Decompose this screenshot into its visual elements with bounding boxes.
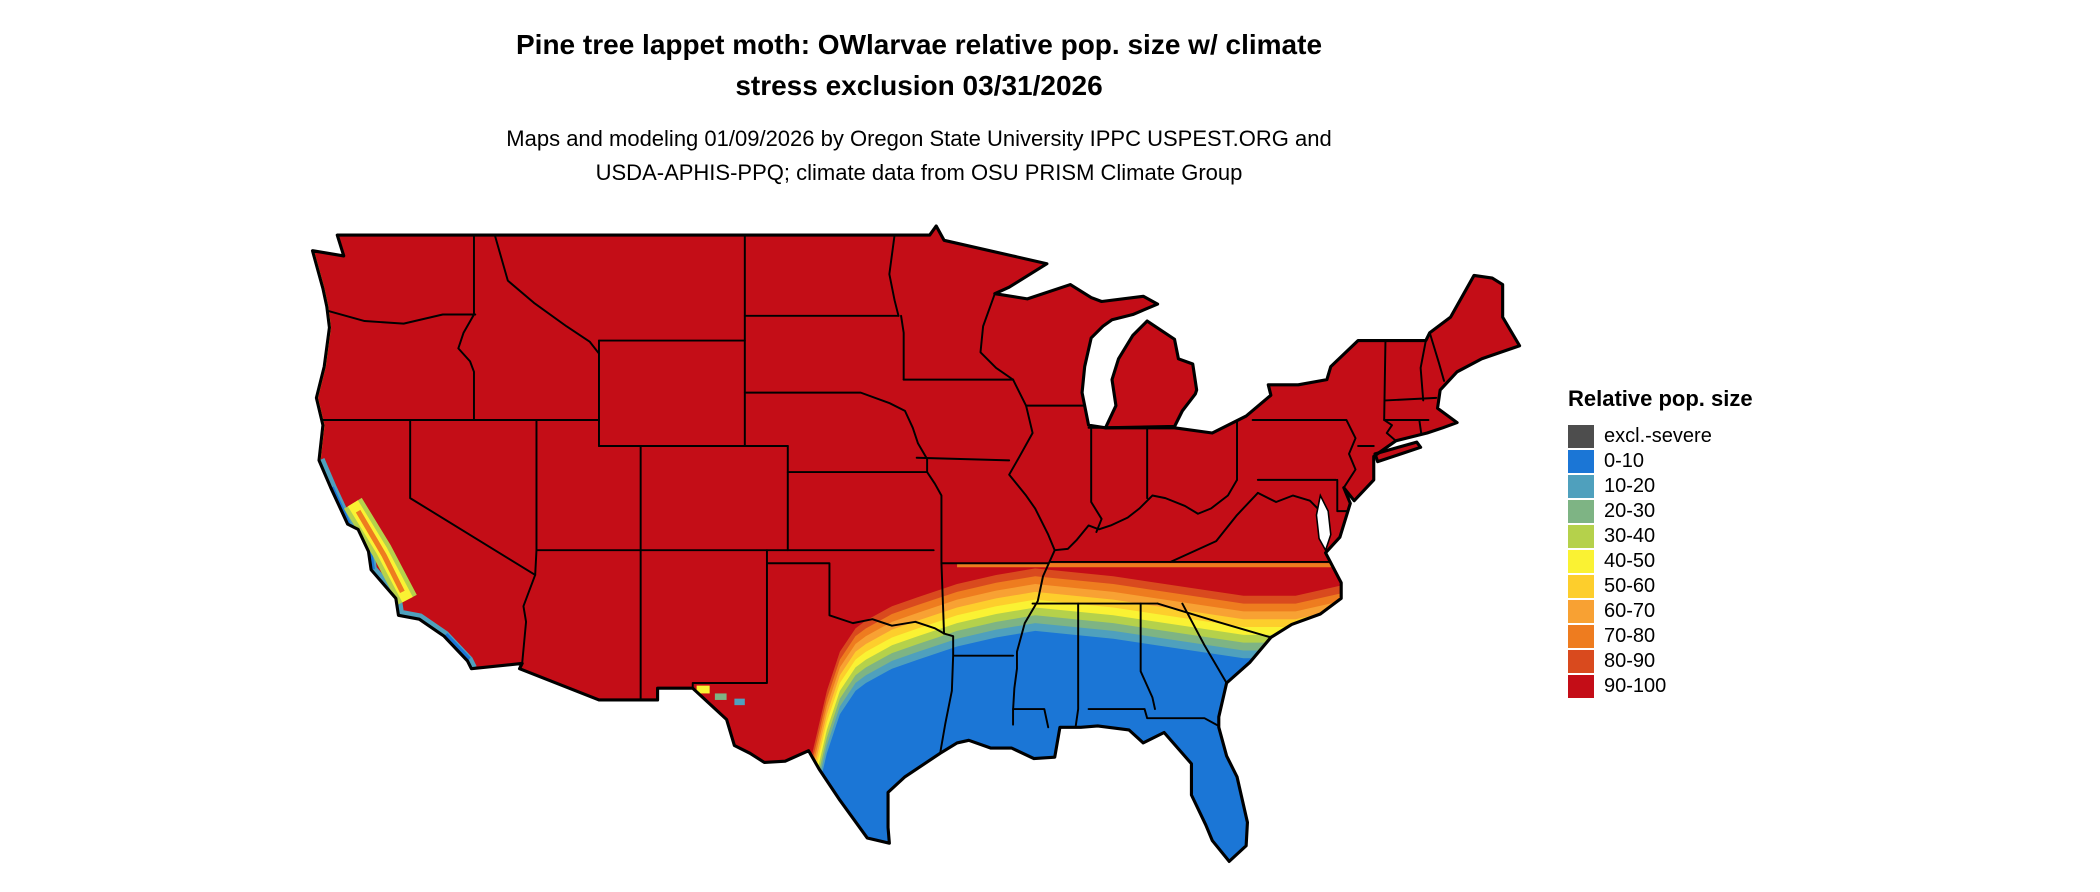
legend-item-30-40: 30-40 xyxy=(1568,524,1753,549)
legend-swatch-50-60 xyxy=(1568,575,1594,598)
legend-item-50-60: 50-60 xyxy=(1568,574,1753,599)
legend-label: 10-20 xyxy=(1604,475,1656,497)
map-title: Pine tree lappet moth: OWlarvae relative… xyxy=(0,24,1838,106)
legend-item-0-10: 0-10 xyxy=(1568,449,1753,474)
legend-label: 60-70 xyxy=(1604,600,1656,622)
legend: Relative pop. size excl.-severe 0-10 10-… xyxy=(1568,386,1753,699)
legend-swatch-20-30 xyxy=(1568,500,1594,523)
legend-swatch-90-100 xyxy=(1568,675,1594,698)
chesapeake-bay xyxy=(1315,493,1332,553)
legend-item-10-20: 10-20 xyxy=(1568,474,1753,499)
michigan-outline xyxy=(1103,319,1199,430)
legend-title: Relative pop. size xyxy=(1568,386,1753,411)
legend-item-excl-severe: excl.-severe xyxy=(1568,424,1753,449)
legend-swatch-60-70 xyxy=(1568,600,1594,623)
long-island-outline xyxy=(1373,440,1423,464)
legend-label: 90-100 xyxy=(1604,675,1667,697)
legend-item-80-90: 80-90 xyxy=(1568,649,1753,674)
legend-label: 80-90 xyxy=(1604,650,1656,672)
coastline-outline xyxy=(310,224,1522,863)
legend-item-90-100: 90-100 xyxy=(1568,674,1753,699)
legend-label: 0-10 xyxy=(1604,450,1645,472)
legend-label: 40-50 xyxy=(1604,550,1656,572)
legend-swatch-30-40 xyxy=(1568,525,1594,548)
legend-label: 50-60 xyxy=(1604,575,1656,597)
legend-label: 20-30 xyxy=(1604,500,1656,522)
legend-swatch-excl-severe xyxy=(1568,425,1594,448)
legend-swatch-0-10 xyxy=(1568,450,1594,473)
legend-label: 30-40 xyxy=(1604,525,1656,547)
map-subtitle-line2: USDA-APHIS-PPQ; climate data from OSU PR… xyxy=(595,160,1243,185)
new-mexico-patch-yellow xyxy=(696,685,710,694)
legend-swatch-40-50 xyxy=(1568,550,1594,573)
legend-item-70-80: 70-80 xyxy=(1568,624,1753,649)
legend-item-40-50: 40-50 xyxy=(1568,549,1753,574)
legend-swatch-80-90 xyxy=(1568,650,1594,673)
map-title-line2: stress exclusion 03/31/2026 xyxy=(735,70,1103,101)
legend-swatch-70-80 xyxy=(1568,625,1594,648)
map-title-line1: Pine tree lappet moth: OWlarvae relative… xyxy=(515,29,1323,60)
new-mexico-patch-green xyxy=(714,693,727,700)
legend-item-20-30: 20-30 xyxy=(1568,499,1753,524)
population-transition-bands xyxy=(808,568,1520,862)
legend-swatch-10-20 xyxy=(1568,475,1594,498)
central-valley-core xyxy=(355,509,405,594)
state-borders xyxy=(320,234,1446,755)
legend-label: excl.-severe xyxy=(1604,425,1712,447)
map-subtitle: Maps and modeling 01/09/2026 by Oregon S… xyxy=(0,122,1838,190)
map-subtitle-line1: Maps and modeling 01/09/2026 by Oregon S… xyxy=(506,126,1332,151)
new-mexico-patch-teal xyxy=(734,698,745,706)
legend-label: 70-80 xyxy=(1604,625,1656,647)
legend-item-60-70: 60-70 xyxy=(1568,599,1753,624)
us-choropleth-map xyxy=(310,224,1522,863)
region-90-100-red xyxy=(312,225,1520,862)
